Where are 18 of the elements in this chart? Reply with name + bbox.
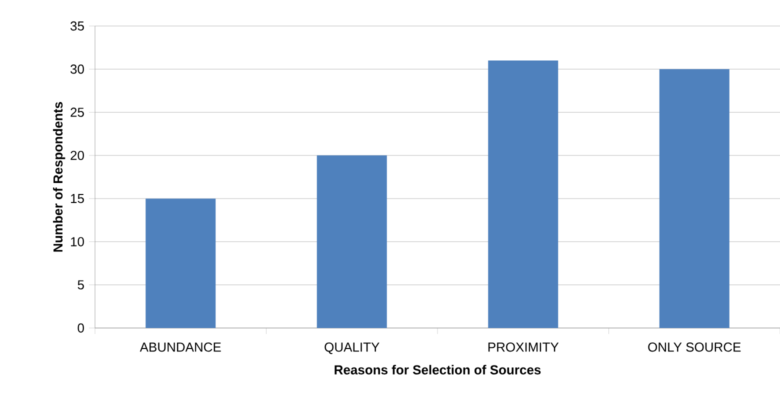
- bar: [659, 69, 730, 328]
- x-tick-label: PROXIMITY: [488, 342, 559, 352]
- y-tick-label: 10: [70, 237, 84, 246]
- y-tick-label: 20: [70, 150, 84, 160]
- bar: [316, 155, 387, 328]
- bar: [488, 60, 558, 328]
- x-tick-label: ABUNDANCE: [140, 342, 221, 352]
- bar: [146, 198, 216, 328]
- y-axis-title: Number of Respondents: [53, 102, 66, 252]
- x-tick-label: ONLY SOURCE: [648, 342, 741, 352]
- y-tick-label: 5: [78, 280, 84, 290]
- y-tick-label: 15: [70, 194, 84, 204]
- x-tick-label: QUALITY: [324, 342, 380, 354]
- x-axis-title: Reasons for Selection of Sources: [334, 364, 541, 374]
- y-tick-label: 35: [70, 21, 84, 31]
- y-tick-label: 25: [70, 108, 84, 117]
- y-tick-label: 30: [70, 64, 84, 74]
- y-tick-label: 0: [78, 323, 84, 333]
